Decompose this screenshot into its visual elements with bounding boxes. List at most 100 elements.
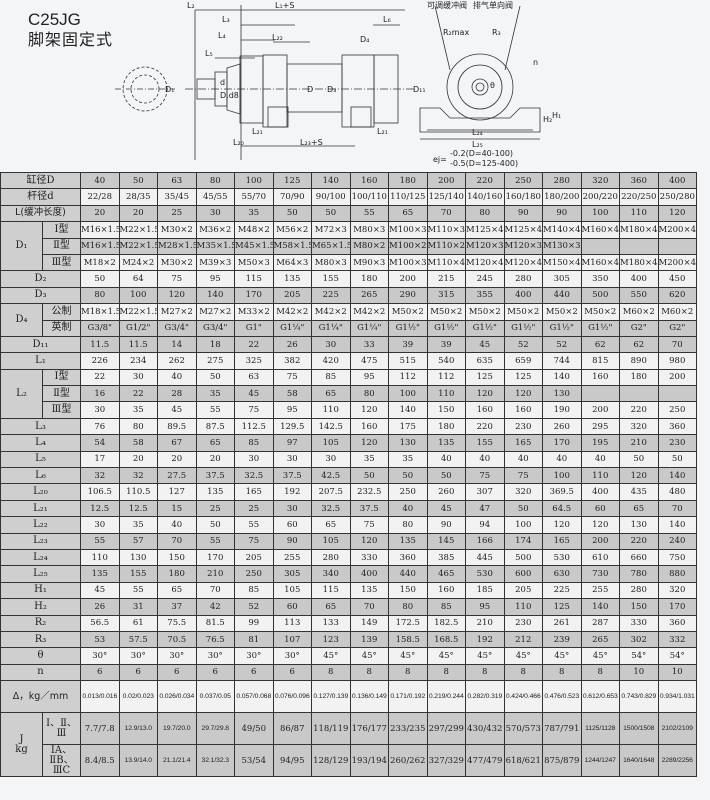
table-cell: 75 xyxy=(349,516,389,534)
row-label: L₂₃ xyxy=(0,532,81,550)
table-cell: 120 xyxy=(349,401,389,419)
table-cell: 123 xyxy=(311,630,351,649)
table-cell: 659 xyxy=(503,352,543,370)
bore-value: 40 xyxy=(80,171,120,190)
svg-text:R₃: R₃ xyxy=(492,28,501,37)
table-cell: 0.057/0.068 xyxy=(234,680,274,714)
table-cell: 95 xyxy=(465,598,505,616)
table-cell: 64 xyxy=(118,270,158,288)
svg-text:L₂₁: L₂₁ xyxy=(252,127,263,136)
table-cell: M125×4 xyxy=(465,221,505,239)
table-cell: 360 xyxy=(657,417,697,436)
table-cell: M50×2 xyxy=(388,303,428,321)
table-cell: 744 xyxy=(542,352,582,370)
table-cell: 120 xyxy=(465,385,505,403)
table-cell: 0.219/0.244 xyxy=(426,680,466,714)
table-cell: 52 xyxy=(234,598,274,616)
svg-text:ej=: ej= xyxy=(433,155,447,164)
table-cell: G1½" xyxy=(542,319,582,337)
table-cell: 160/180 xyxy=(503,188,543,206)
table-row: 英制 G3/8" G1/2" G3/4" G3/4" G1" G1¼" G1¼" G1¼" G1½… xyxy=(1,319,697,337)
table-cell: G1½" xyxy=(388,319,428,337)
mount-type: 脚架固定式 xyxy=(28,30,114,49)
table-cell: 25 xyxy=(157,204,197,223)
table-cell: 107 xyxy=(272,630,312,649)
table-row: L₁ 226 234 262 275 325 382 420 475 515 540 635 659 74… xyxy=(0,352,697,370)
table-cell: 170 xyxy=(542,434,582,452)
table-cell: 610 xyxy=(580,548,620,567)
table-cell: 340 xyxy=(311,565,351,583)
table-cell: 730 xyxy=(580,565,620,583)
table-cell: 22 xyxy=(80,368,120,387)
table-cell: M22×1.5 xyxy=(118,303,158,321)
table-cell: 87.5 xyxy=(195,417,235,436)
table-cell: 8 xyxy=(349,663,389,682)
table-row: L₃ 76 80 89.5 87.5 112.5 129.5 142.5 160 175 180 22… xyxy=(0,417,697,436)
table-cell: 225 xyxy=(542,581,582,600)
table-cell: 210 xyxy=(195,565,235,583)
table-row: ⅠA、ⅡB、 ⅢC 8.4/8.5 13.9/14.0 21.1/21.4 32.1/3… xyxy=(1,744,697,778)
table-cell: 30 xyxy=(272,450,312,469)
table-cell: 20 xyxy=(157,450,197,469)
table-row: Ⅱ型 16 22 28 35 45 58 65 80 100 110 120 120 130 xyxy=(1,385,697,403)
table-cell: 205 xyxy=(503,581,543,600)
table-row: D₃ 80 100 120 140 170 205 225 265 290 315 355 400 440… xyxy=(0,286,697,305)
table-cell: M140×4 xyxy=(542,221,582,239)
table-cell: M200×4 xyxy=(657,253,697,272)
table-cell: 100 xyxy=(580,204,620,223)
table-cell: 120 xyxy=(349,532,389,550)
table-cell: 70 xyxy=(657,499,697,518)
table-cell: 20 xyxy=(118,450,158,469)
row-sublabel: Ⅲ型 xyxy=(42,401,81,419)
table-cell: 0.136/0.149 xyxy=(349,680,389,714)
table-cell: 635 xyxy=(465,352,505,370)
table-cell: 382 xyxy=(272,352,312,370)
table-row: H₂ 26 31 37 42 52 60 65 70 80 85 95 110 125 140 150 170 xyxy=(0,598,697,616)
table-cell: 133 xyxy=(311,614,351,632)
table-row: J kg Ⅰ、Ⅱ、 Ⅲ 7.7/7.8 12.9/13.0 19.7/20.0 29.7/… xyxy=(0,712,697,778)
table-cell: 35 xyxy=(349,450,389,469)
table-cell: 212 xyxy=(503,630,543,649)
table-cell: 60 xyxy=(272,516,312,534)
table-cell: 40 xyxy=(503,450,543,469)
table-cell: 875/879 xyxy=(542,744,582,778)
table-cell: M150×4 xyxy=(542,253,582,272)
table-cell: M16×1.5 xyxy=(80,237,120,255)
table-cell: 112 xyxy=(388,368,428,387)
table-cell: 50 xyxy=(195,368,235,387)
table-cell: 245 xyxy=(465,270,505,288)
table-cell: M22×1.5 xyxy=(118,221,158,239)
table-cell: 106.5 xyxy=(80,483,120,501)
table-cell: 42 xyxy=(195,598,235,616)
table-cell: M100×3 xyxy=(388,253,428,272)
row-sublabel: Ⅲ型 xyxy=(42,253,81,272)
bore-value: 180 xyxy=(388,171,428,190)
table-cell: 39 xyxy=(388,335,428,354)
table-cell: 297/299 xyxy=(426,712,466,746)
table-cell: 90 xyxy=(426,516,466,534)
table-cell: 135 xyxy=(195,483,235,501)
table-cell: M160×4 xyxy=(580,253,620,272)
table-cell: 332 xyxy=(657,630,697,649)
table-cell: 570/573 xyxy=(503,712,543,746)
table-cell: 32.5 xyxy=(234,467,274,485)
table-cell: M30×2 xyxy=(157,221,197,239)
table-cell: 26 xyxy=(80,598,120,616)
row-sublabel: ⅠA、ⅡB、 ⅢC xyxy=(42,744,81,778)
table-cell: 174 xyxy=(503,532,543,550)
table-cell: 226 xyxy=(80,352,120,370)
table-cell: 255 xyxy=(580,581,620,600)
table-cell: 13.9/14.0 xyxy=(118,744,158,778)
table-cell: 0.424/0.466 xyxy=(503,680,543,714)
table-cell: 37.5 xyxy=(272,467,312,485)
table-row: n 6 6 6 6 6 6 8 8 8 8 8 8 8 8 10 10 xyxy=(0,663,697,682)
table-cell: G1" xyxy=(234,319,274,337)
table-cell: 140 xyxy=(657,467,697,485)
table-cell: 265 xyxy=(580,630,620,649)
table-cell: 25 xyxy=(234,499,274,518)
table-cell: 330 xyxy=(349,548,389,567)
table-cell: 80 xyxy=(349,385,389,403)
table-cell: 45 xyxy=(157,401,197,419)
table-cell: 165 xyxy=(234,483,274,501)
svg-text:L₄: L₄ xyxy=(218,31,226,40)
